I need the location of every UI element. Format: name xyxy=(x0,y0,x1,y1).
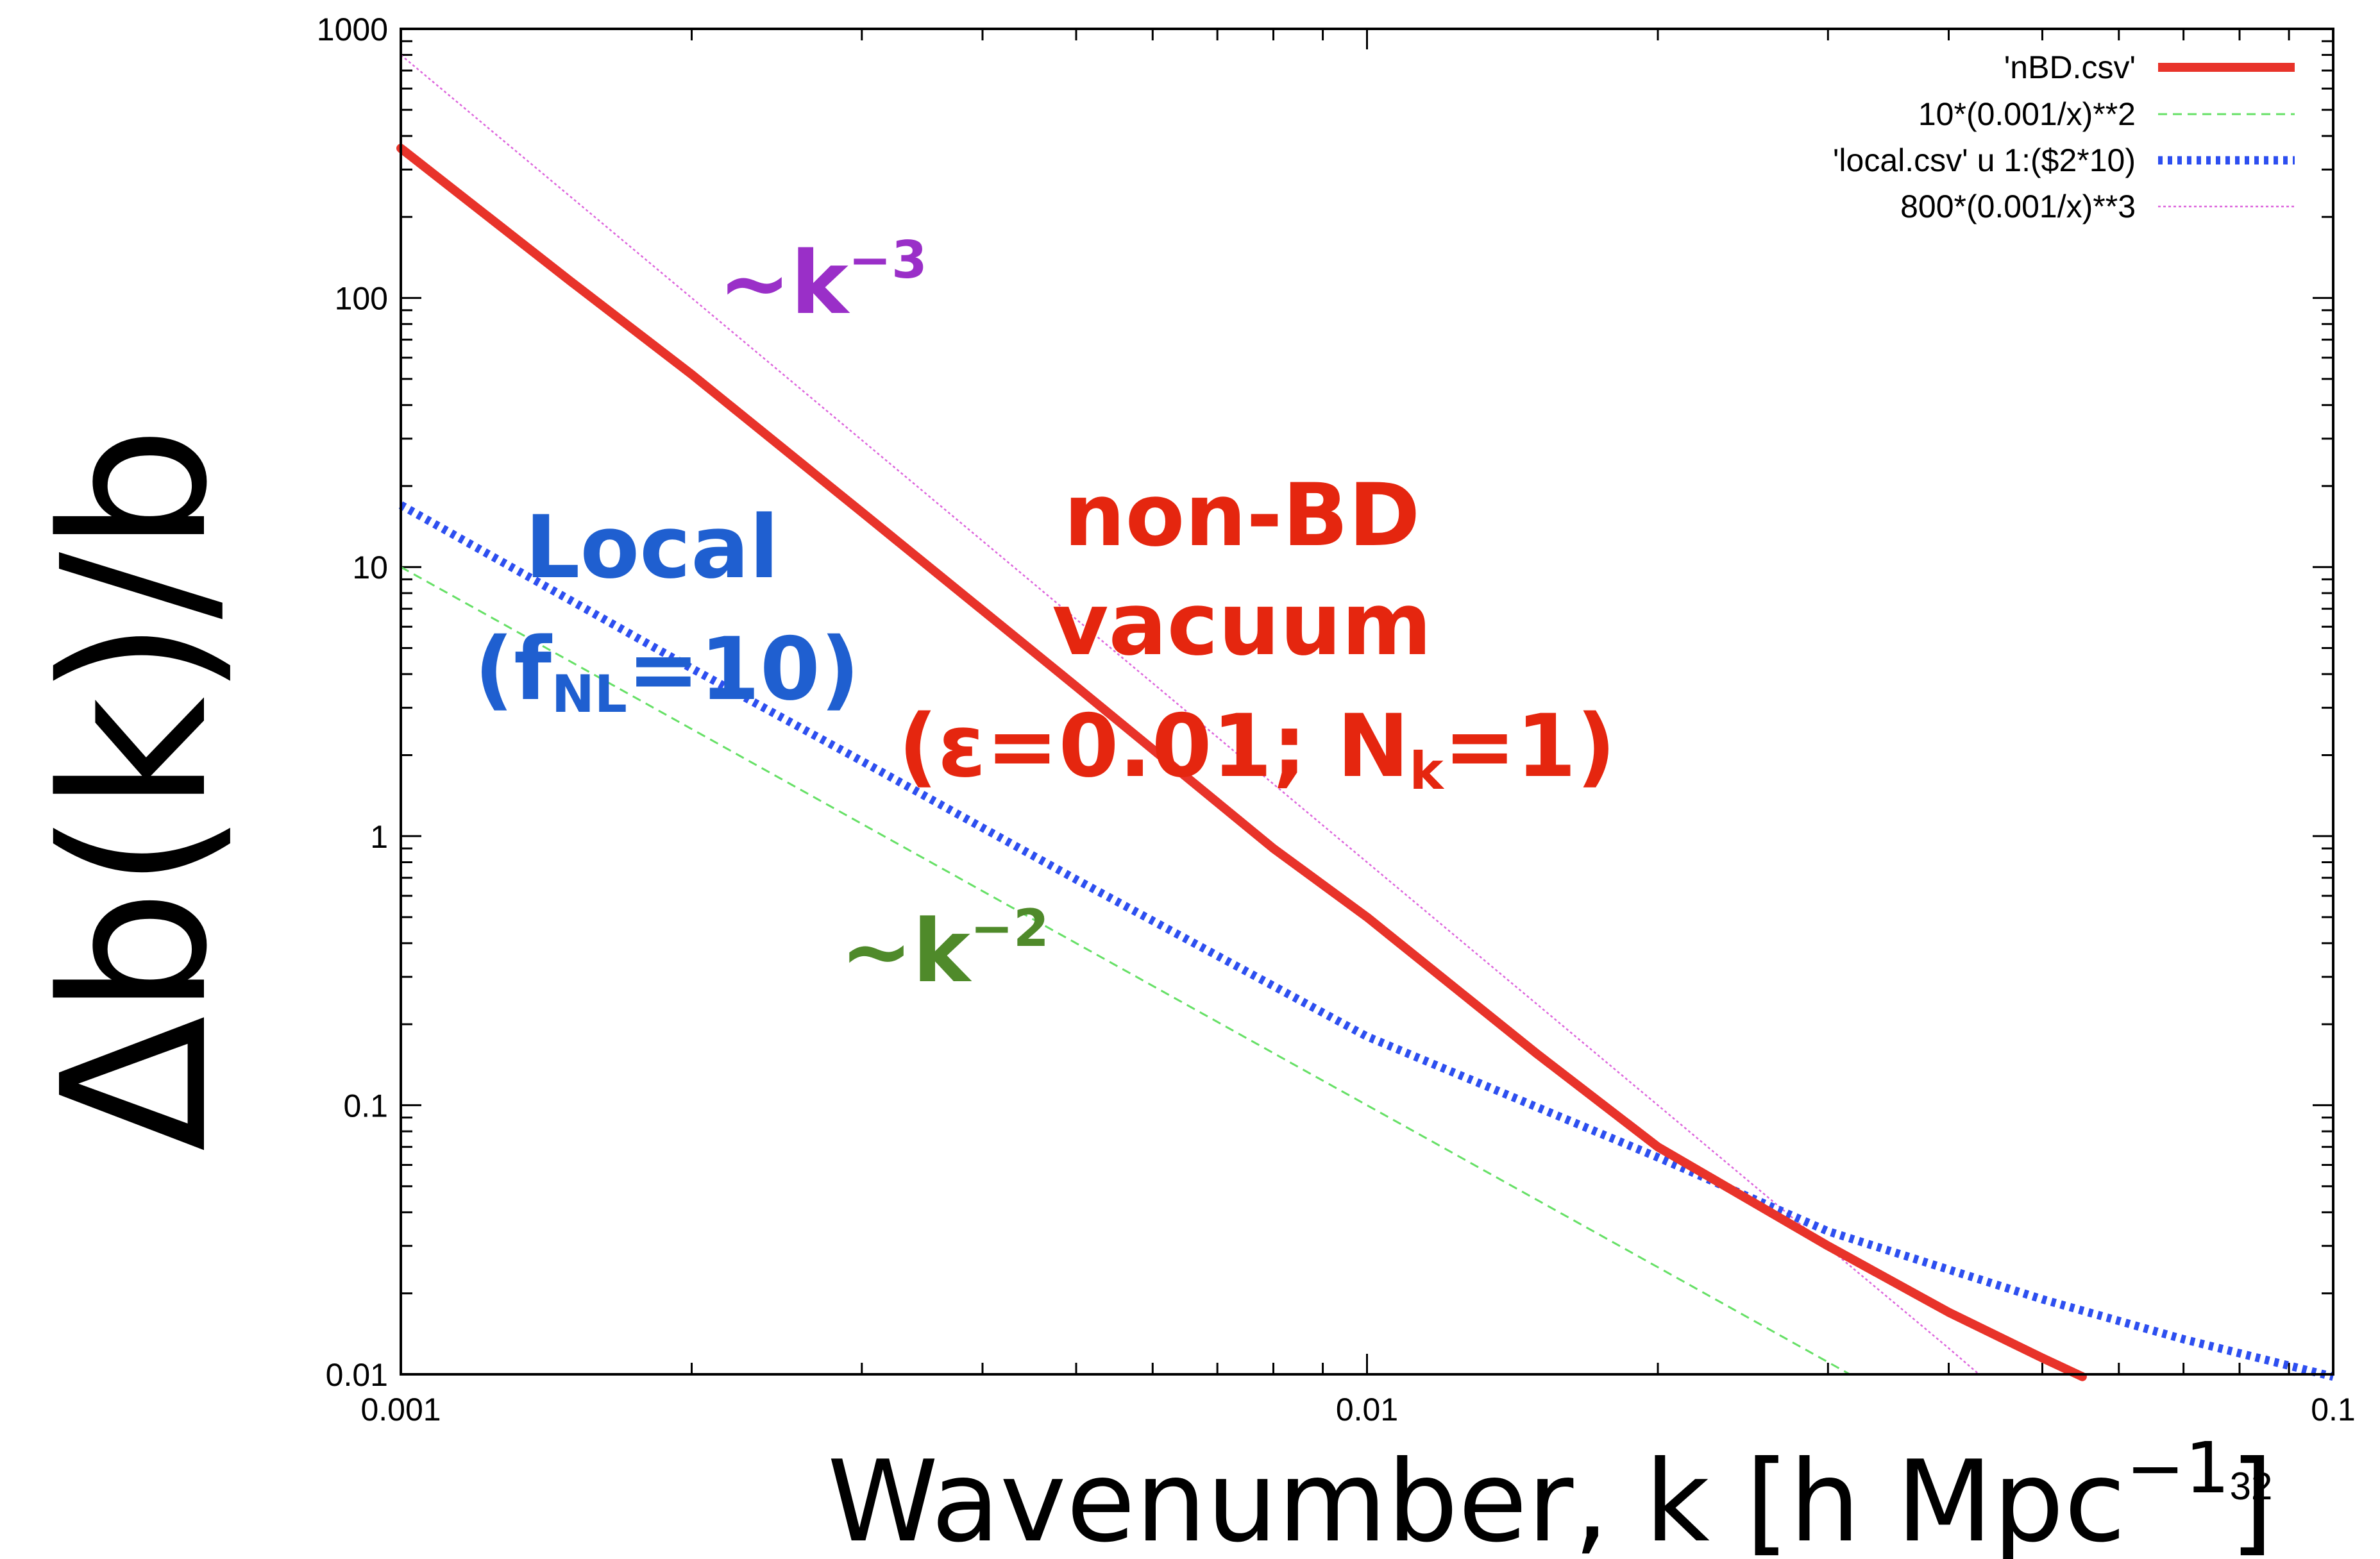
legend-label: 800*(0.001/x)**3 xyxy=(1900,189,2136,224)
annotation-k3: ~k−3 xyxy=(718,230,927,333)
y-tick-label: 100 xyxy=(335,281,388,317)
annotation-local-subscript: NL xyxy=(552,664,627,724)
x-tick-label: 0.001 xyxy=(360,1392,441,1428)
annotation-local-line2-pre: (f xyxy=(474,619,552,720)
y-tick-label: 0.1 xyxy=(343,1088,388,1124)
series-line-0 xyxy=(396,144,2087,1381)
legend-label: 'local.csv' u 1:($2*10) xyxy=(1833,142,2136,178)
series-line-2 xyxy=(398,501,2334,1381)
x-tick-label: 0.1 xyxy=(2311,1392,2356,1428)
annotation-local-line2-post: =10) xyxy=(627,619,860,720)
series-line-1 xyxy=(400,566,1851,1376)
x-axis-label-exponent: −1 xyxy=(2126,1427,2230,1509)
y-axis-label: Δb(k)/b xyxy=(20,426,251,1151)
annotation-nbd-line3-post: =1) xyxy=(1444,696,1616,796)
x-axis-label-main: Wavenumber, k [h Mpc xyxy=(827,1437,2126,1559)
y-tick-label: 0.01 xyxy=(326,1357,388,1393)
x-axis-label-end: ] xyxy=(2230,1437,2274,1559)
x-tick-label: 0.01 xyxy=(1336,1392,1398,1428)
legend-label: 'nBD.csv' xyxy=(2004,49,2136,85)
series-layer xyxy=(396,54,2334,1381)
y-tick-label: 1000 xyxy=(317,12,388,47)
annotation-nbd-line1: non-BD xyxy=(1064,465,1421,566)
slide-number: 32 xyxy=(2230,1465,2273,1508)
legend-label: 10*(0.001/x)**2 xyxy=(1918,96,2136,132)
annotation-nbd-line3-pre: (ε=0.01; N xyxy=(899,696,1410,796)
annotation-local: Local (fNL=10) xyxy=(474,497,859,724)
annotation-nbd: non-BD vacuum (ε=0.01; Nk=1) xyxy=(899,465,1616,801)
annotation-k3-text: ~k xyxy=(718,233,850,333)
annotation-k2: ~k−2 xyxy=(840,898,1049,1002)
annotation-nbd-line2: vacuum xyxy=(1052,574,1431,675)
annotation-local-line1: Local xyxy=(525,497,779,598)
annotation-nbd-subscript: k xyxy=(1410,741,1445,801)
annotation-k3-exponent: −3 xyxy=(848,230,927,290)
annotation-k2-text: ~k xyxy=(840,901,972,1002)
annotation-k2-exponent: −2 xyxy=(970,898,1049,958)
plot-frame xyxy=(400,28,2334,1376)
y-tick-label: 1 xyxy=(370,819,388,855)
x-axis-label: Wavenumber, k [h Mpc−1] xyxy=(827,1427,2274,1559)
y-tick-label: 10 xyxy=(352,550,388,586)
legend: 'nBD.csv' 10*(0.001/x)**2 'local.csv' u 1:… xyxy=(1833,49,2295,224)
series-line-3 xyxy=(400,54,1980,1375)
